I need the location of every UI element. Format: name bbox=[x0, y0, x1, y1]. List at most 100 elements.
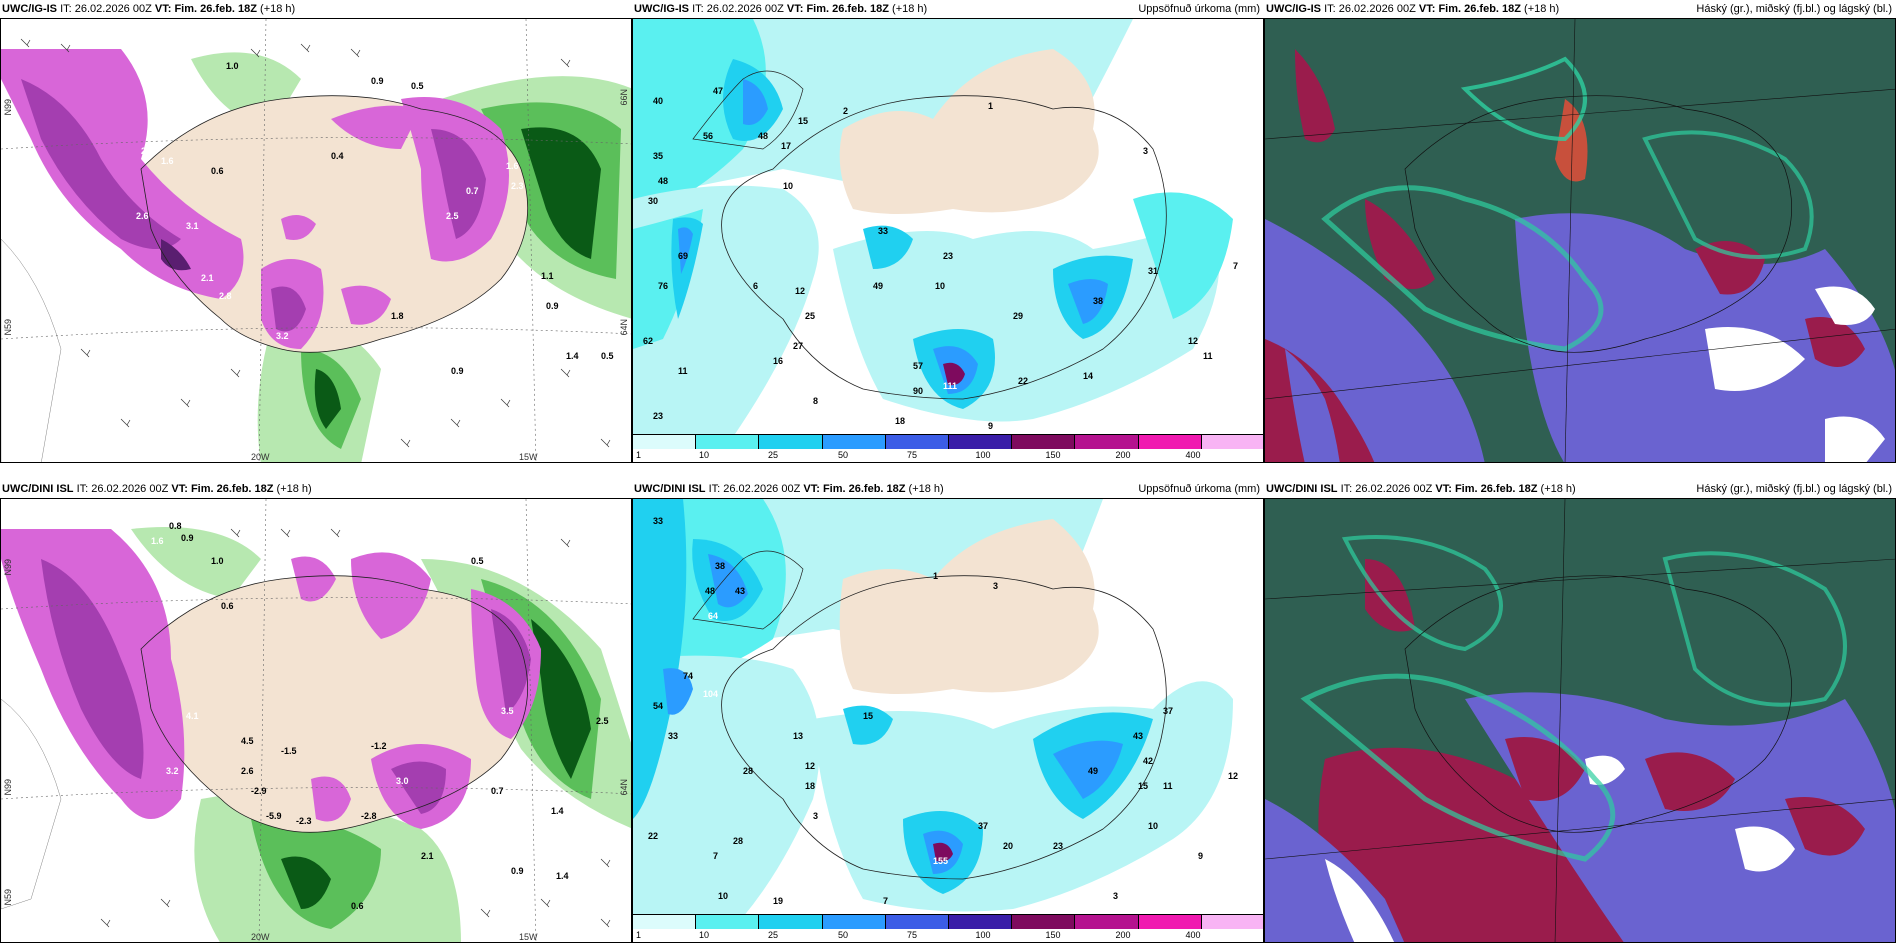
svg-text:11: 11 bbox=[678, 366, 688, 376]
svg-text:7: 7 bbox=[1233, 261, 1238, 271]
svg-text:23: 23 bbox=[653, 411, 663, 421]
svg-text:0.7: 0.7 bbox=[491, 786, 504, 796]
lat-label: 64N bbox=[619, 779, 629, 796]
svg-text:2.1: 2.1 bbox=[141, 146, 154, 156]
precip-colorbar: 1 10 25 50 75 100 150 200 400 bbox=[633, 434, 1263, 462]
svg-text:0.9: 0.9 bbox=[546, 301, 559, 311]
svg-text:14: 14 bbox=[1083, 371, 1093, 381]
svg-text:40: 40 bbox=[653, 96, 663, 106]
lat-label: 64N bbox=[619, 319, 629, 336]
svg-text:28: 28 bbox=[733, 836, 743, 846]
svg-text:1.5: 1.5 bbox=[151, 101, 164, 111]
colorbar-tick: 150 bbox=[1045, 450, 1061, 460]
colorbar-cell bbox=[759, 435, 823, 449]
svg-text:-1.2: -1.2 bbox=[371, 741, 387, 751]
svg-text:3.0: 3.0 bbox=[396, 776, 409, 786]
precip-value-labels: 40 35 30 48 69 76 62 23 11 47 48 56 17 1… bbox=[643, 86, 1238, 431]
svg-text:0.5: 0.5 bbox=[471, 556, 484, 566]
temp-map[interactable]: 0.7 1.2 1.5 2.2 2.1 1.6 2.6 3.1 2.1 2.8 … bbox=[0, 18, 632, 463]
temp-map[interactable]: 0.8 1.6 0.9 1.0 0.6 3.2 4.5 2.6 -2.9 -5.… bbox=[0, 498, 632, 943]
colorbar-cell bbox=[1138, 915, 1202, 929]
svg-text:3: 3 bbox=[1143, 146, 1148, 156]
panel-title: UWC/IG-IS IT: 26.02.2026 00Z VT: Fim. 26… bbox=[2, 3, 296, 15]
svg-text:22: 22 bbox=[1018, 376, 1028, 386]
lat-label: N59 bbox=[3, 889, 13, 906]
cloud-map[interactable] bbox=[1264, 18, 1896, 463]
svg-text:1.4: 1.4 bbox=[556, 871, 569, 881]
svg-text:0.6: 0.6 bbox=[351, 901, 364, 911]
cloud-title: Háský (gr.), miðský (fj.bl.) og lágský (… bbox=[1696, 3, 1892, 15]
svg-text:17: 17 bbox=[781, 141, 791, 151]
svg-text:0.7: 0.7 bbox=[466, 186, 479, 196]
temp-panel-bottom: UWC/DINI ISL IT: 26.02.2026 00Z VT: Fim.… bbox=[0, 480, 632, 943]
colorbar-cell bbox=[1075, 915, 1139, 929]
svg-text:2.1: 2.1 bbox=[201, 273, 214, 283]
svg-text:2.8: 2.8 bbox=[219, 291, 232, 301]
svg-text:1.0: 1.0 bbox=[226, 61, 239, 71]
svg-text:1.0: 1.0 bbox=[211, 556, 224, 566]
colorbar-cell bbox=[1201, 915, 1263, 929]
colorbar-cell bbox=[949, 915, 1013, 929]
svg-text:1: 1 bbox=[988, 101, 993, 111]
precip-title: Uppsöfnuð úrkoma (mm) bbox=[1138, 483, 1260, 495]
svg-text:62: 62 bbox=[643, 336, 653, 346]
colorbar-cell bbox=[696, 435, 760, 449]
svg-text:18: 18 bbox=[895, 416, 905, 426]
svg-text:12: 12 bbox=[805, 761, 815, 771]
svg-text:49: 49 bbox=[873, 281, 883, 291]
svg-text:-2.9: -2.9 bbox=[251, 786, 267, 796]
svg-text:54: 54 bbox=[653, 701, 663, 711]
svg-text:49: 49 bbox=[1088, 766, 1098, 776]
svg-text:0.4: 0.4 bbox=[331, 151, 344, 161]
cloud-panel-bottom: UWC/DINI ISL IT: 26.02.2026 00Z VT: Fim.… bbox=[1264, 480, 1896, 943]
svg-text:30: 30 bbox=[648, 196, 658, 206]
colorbar-tick: 100 bbox=[975, 930, 991, 940]
svg-text:13: 13 bbox=[793, 731, 803, 741]
svg-text:0.5: 0.5 bbox=[601, 351, 614, 361]
svg-text:3.2: 3.2 bbox=[166, 766, 179, 776]
svg-text:0.8: 0.8 bbox=[169, 521, 182, 531]
svg-text:0.9: 0.9 bbox=[511, 866, 524, 876]
lat-label: N59 bbox=[3, 319, 13, 336]
lat-label: N99 bbox=[3, 779, 13, 796]
svg-text:25: 25 bbox=[805, 311, 815, 321]
svg-text:0.6: 0.6 bbox=[221, 601, 234, 611]
colorbar-tick: 150 bbox=[1045, 930, 1061, 940]
svg-text:38: 38 bbox=[1093, 296, 1103, 306]
svg-text:2.6: 2.6 bbox=[136, 211, 149, 221]
svg-text:47: 47 bbox=[713, 86, 723, 96]
svg-text:111: 111 bbox=[943, 381, 957, 391]
svg-text:31: 31 bbox=[1148, 266, 1158, 276]
colorbar-tick: 25 bbox=[767, 450, 779, 460]
svg-text:10: 10 bbox=[935, 281, 945, 291]
svg-text:37: 37 bbox=[978, 821, 988, 831]
svg-text:1.2: 1.2 bbox=[136, 39, 149, 49]
colorbar-cell bbox=[1012, 435, 1076, 449]
precip-value-labels: 33 38 43 48 64 74 104 54 33 22 28 7 10 1… bbox=[648, 516, 1238, 906]
svg-text:76: 76 bbox=[658, 281, 668, 291]
svg-text:7: 7 bbox=[883, 896, 888, 906]
colorbar-cell bbox=[822, 435, 886, 449]
colorbar-tick: 1 bbox=[636, 930, 642, 940]
svg-text:1.1: 1.1 bbox=[541, 271, 554, 281]
precip-map[interactable]: 33 38 43 48 64 74 104 54 33 22 28 7 10 1… bbox=[632, 498, 1264, 943]
panel-title: UWC/IG-IS IT: 26.02.2026 00Z VT: Fim. 26… bbox=[634, 3, 928, 15]
cloud-map[interactable] bbox=[1264, 498, 1896, 943]
svg-text:3.5: 3.5 bbox=[501, 706, 514, 716]
colorbar-tick: 50 bbox=[837, 930, 849, 940]
precip-colorbar: 1 10 25 50 75 100 150 200 400 bbox=[633, 914, 1263, 942]
svg-text:0.9: 0.9 bbox=[181, 533, 194, 543]
precip-panel-top: UWC/IG-IS IT: 26.02.2026 00Z VT: Fim. 26… bbox=[632, 0, 1264, 463]
colorbar-cell bbox=[949, 435, 1013, 449]
svg-text:48: 48 bbox=[658, 176, 668, 186]
precip-map[interactable]: 40 35 30 48 69 76 62 23 11 47 48 56 17 1… bbox=[632, 18, 1264, 463]
svg-text:10: 10 bbox=[718, 891, 728, 901]
colorbar-cell bbox=[822, 915, 886, 929]
svg-text:15: 15 bbox=[1138, 781, 1148, 791]
precip-title: Uppsöfnuð úrkoma (mm) bbox=[1138, 3, 1260, 15]
svg-text:2.1: 2.1 bbox=[421, 851, 434, 861]
svg-text:19: 19 bbox=[773, 896, 783, 906]
colorbar-cell bbox=[1075, 435, 1139, 449]
svg-text:0.5: 0.5 bbox=[411, 81, 424, 91]
lon-label: 15W bbox=[519, 932, 538, 942]
